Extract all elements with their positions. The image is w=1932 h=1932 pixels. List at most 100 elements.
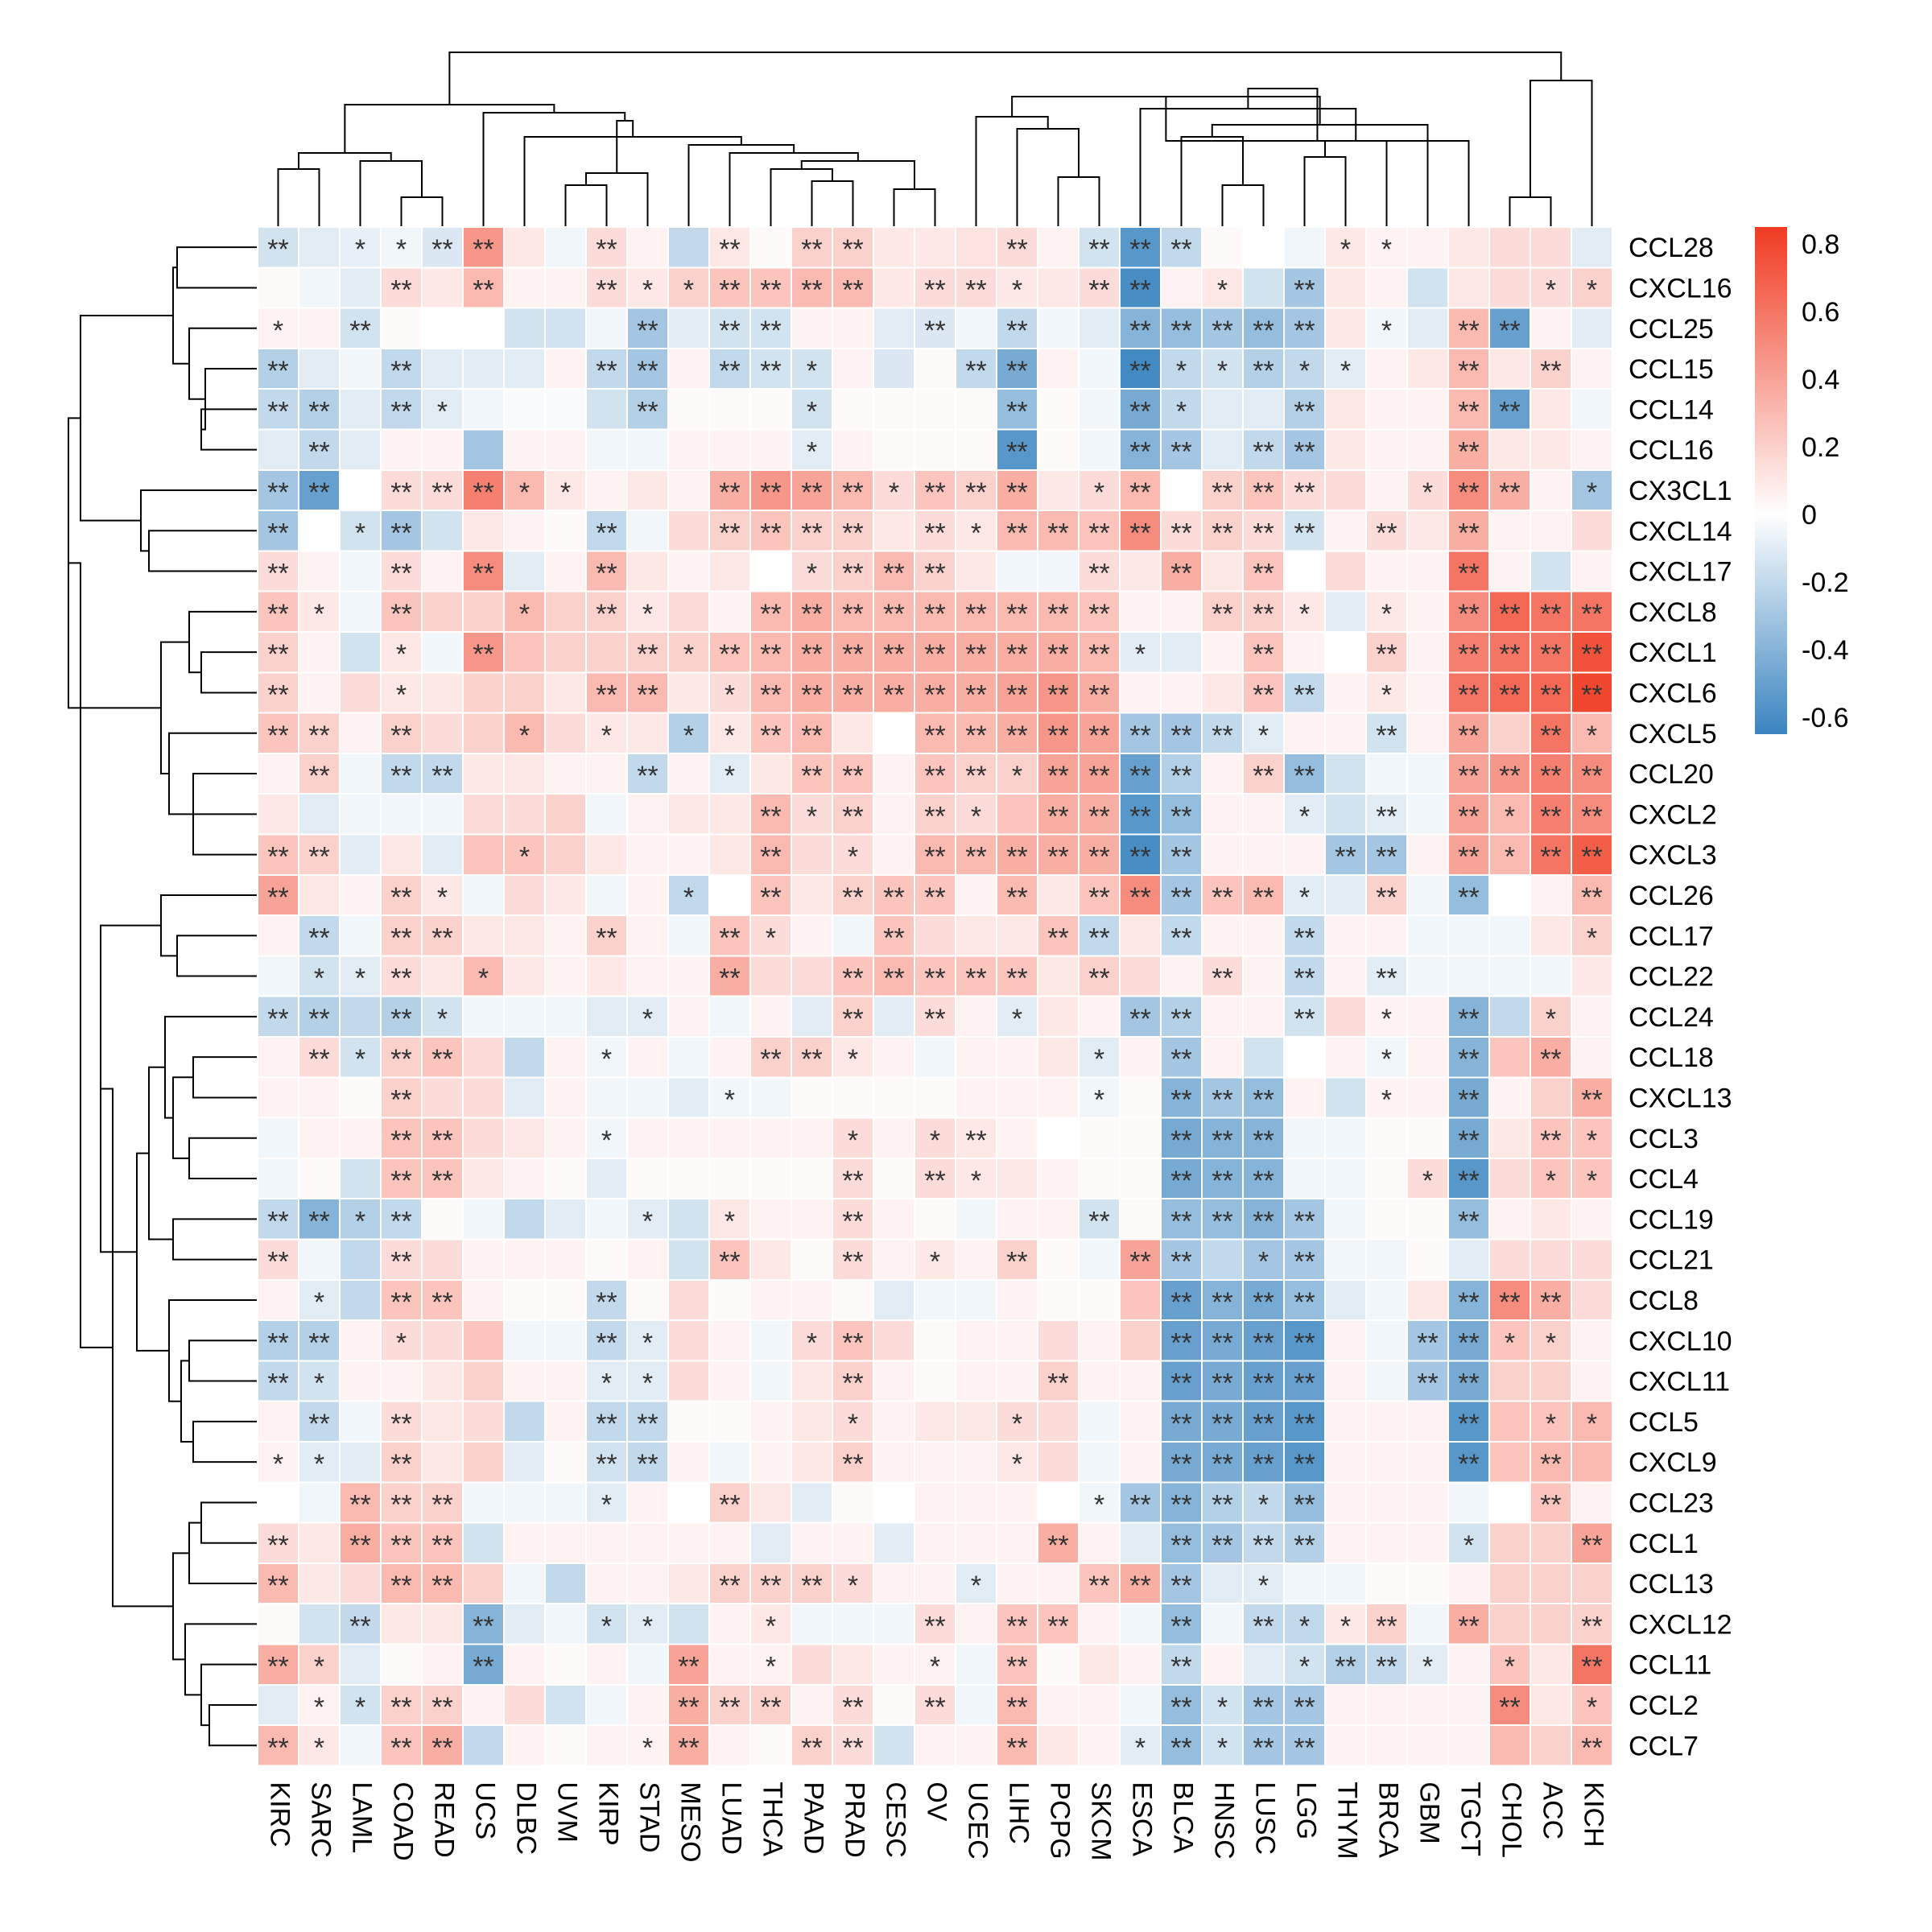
heatmap-cell — [298, 1076, 341, 1119]
heatmap-cell — [1078, 1036, 1121, 1079]
significance-mark: ** — [1294, 1732, 1315, 1763]
significance-mark: * — [601, 1125, 612, 1156]
significance-mark: * — [314, 1368, 324, 1399]
significance-mark: ** — [842, 1166, 863, 1196]
heatmap-cell — [1283, 388, 1326, 431]
heatmap-cell — [1119, 388, 1162, 431]
dendrogram-branch — [616, 120, 634, 173]
dendrogram-branch — [1530, 80, 1593, 227]
significance-mark: ** — [1170, 1489, 1191, 1520]
significance-mark: * — [314, 1449, 324, 1480]
heatmap-cell — [791, 1360, 833, 1402]
significance-mark: * — [766, 1652, 776, 1682]
heatmap-cell — [955, 1278, 997, 1322]
dendrogram-branch — [975, 116, 1049, 227]
heatmap-cell — [791, 955, 833, 997]
heatmap-cell — [1119, 347, 1162, 390]
heatmap-cell — [1119, 1036, 1162, 1079]
significance-mark: * — [1587, 1166, 1597, 1196]
dendrogram-branch — [136, 1152, 169, 1352]
heatmap-cell — [996, 1036, 1038, 1079]
heatmap-cell — [873, 1319, 915, 1362]
heatmap-cell — [914, 1360, 956, 1402]
significance-mark: * — [478, 964, 489, 994]
heatmap-cell — [1406, 752, 1449, 795]
heatmap-cell — [298, 1521, 341, 1564]
significance-mark: * — [642, 1368, 653, 1399]
heatmap-cell — [339, 914, 382, 957]
heatmap-cell — [832, 752, 874, 795]
dendrogram-branch — [176, 935, 258, 977]
significance-mark: * — [642, 1732, 653, 1763]
significance-mark: ** — [1540, 1449, 1561, 1480]
row-label: CXCL3 — [1629, 840, 1717, 871]
heatmap-cell — [1571, 914, 1613, 957]
heatmap-cell — [257, 1117, 299, 1159]
heatmap-cell — [1488, 1117, 1531, 1159]
heatmap-cell — [462, 1521, 505, 1564]
heatmap-cell — [749, 428, 792, 471]
heatmap-cell — [1201, 590, 1244, 634]
heatmap-cell — [667, 1117, 710, 1159]
heatmap-cell — [1242, 712, 1285, 754]
heatmap-cell — [380, 833, 423, 876]
heatmap-cell — [955, 873, 997, 917]
heatmap-cell — [421, 955, 464, 997]
heatmap-cell — [1488, 1603, 1531, 1645]
heatmap-cell — [339, 712, 382, 754]
significance-mark: ** — [719, 275, 740, 305]
heatmap-cell — [1283, 1238, 1326, 1281]
heatmap-cell — [1406, 1076, 1449, 1119]
heatmap-cell — [1201, 995, 1244, 1038]
heatmap-cell — [873, 833, 915, 876]
heatmap-cell — [1283, 550, 1326, 592]
significance-mark: * — [314, 1692, 324, 1723]
significance-mark: ** — [1458, 437, 1479, 468]
heatmap-cell — [873, 752, 915, 795]
heatmap-cell — [1119, 1360, 1162, 1402]
significance-mark: ** — [1047, 720, 1068, 751]
heatmap-cell — [1283, 914, 1326, 957]
heatmap-cell — [257, 1724, 299, 1767]
heatmap-cell — [708, 712, 751, 754]
heatmap-cell — [708, 1724, 751, 1767]
heatmap-cell — [1447, 226, 1490, 269]
heatmap-cell — [544, 1238, 587, 1281]
significance-mark: ** — [1006, 518, 1027, 548]
heatmap-cell — [667, 1562, 710, 1605]
heatmap-cell — [667, 955, 710, 997]
significance-mark: * — [519, 599, 530, 630]
heatmap-cell — [1242, 995, 1285, 1038]
significance-mark: ** — [1170, 720, 1191, 751]
heatmap-cell — [1530, 226, 1572, 269]
heatmap-cell — [503, 1481, 546, 1524]
heatmap-cell — [257, 428, 299, 471]
heatmap-cell — [380, 1198, 423, 1241]
heatmap-cell — [339, 1603, 382, 1645]
heatmap-cell — [1242, 347, 1285, 390]
significance-mark: ** — [965, 679, 986, 710]
heatmap-cell — [1365, 469, 1408, 512]
heatmap-cell — [626, 914, 669, 957]
heatmap-cell — [1242, 1521, 1285, 1564]
significance-mark: ** — [308, 477, 329, 508]
heatmap-cell — [626, 1360, 669, 1402]
heatmap-cell — [708, 388, 751, 431]
significance-mark: ** — [1253, 1084, 1274, 1115]
heatmap-cell — [1037, 388, 1080, 431]
heatmap-cell — [1530, 1198, 1572, 1241]
heatmap-cell — [914, 226, 956, 269]
significance-mark: * — [1012, 1004, 1022, 1034]
significance-mark: ** — [390, 1692, 411, 1723]
heatmap-cell — [1119, 1521, 1162, 1564]
heatmap-cell — [1447, 1562, 1490, 1605]
legend-tick-label: -0.2 — [1802, 568, 1849, 598]
heatmap-cell — [339, 793, 382, 836]
significance-mark: ** — [760, 720, 781, 751]
heatmap-cell — [626, 1562, 669, 1605]
significance-mark: * — [1299, 1611, 1310, 1641]
heatmap-cell — [1571, 388, 1613, 431]
significance-mark: * — [1299, 1652, 1310, 1682]
heatmap-cell — [1037, 590, 1080, 634]
heatmap-cell — [749, 1278, 792, 1322]
